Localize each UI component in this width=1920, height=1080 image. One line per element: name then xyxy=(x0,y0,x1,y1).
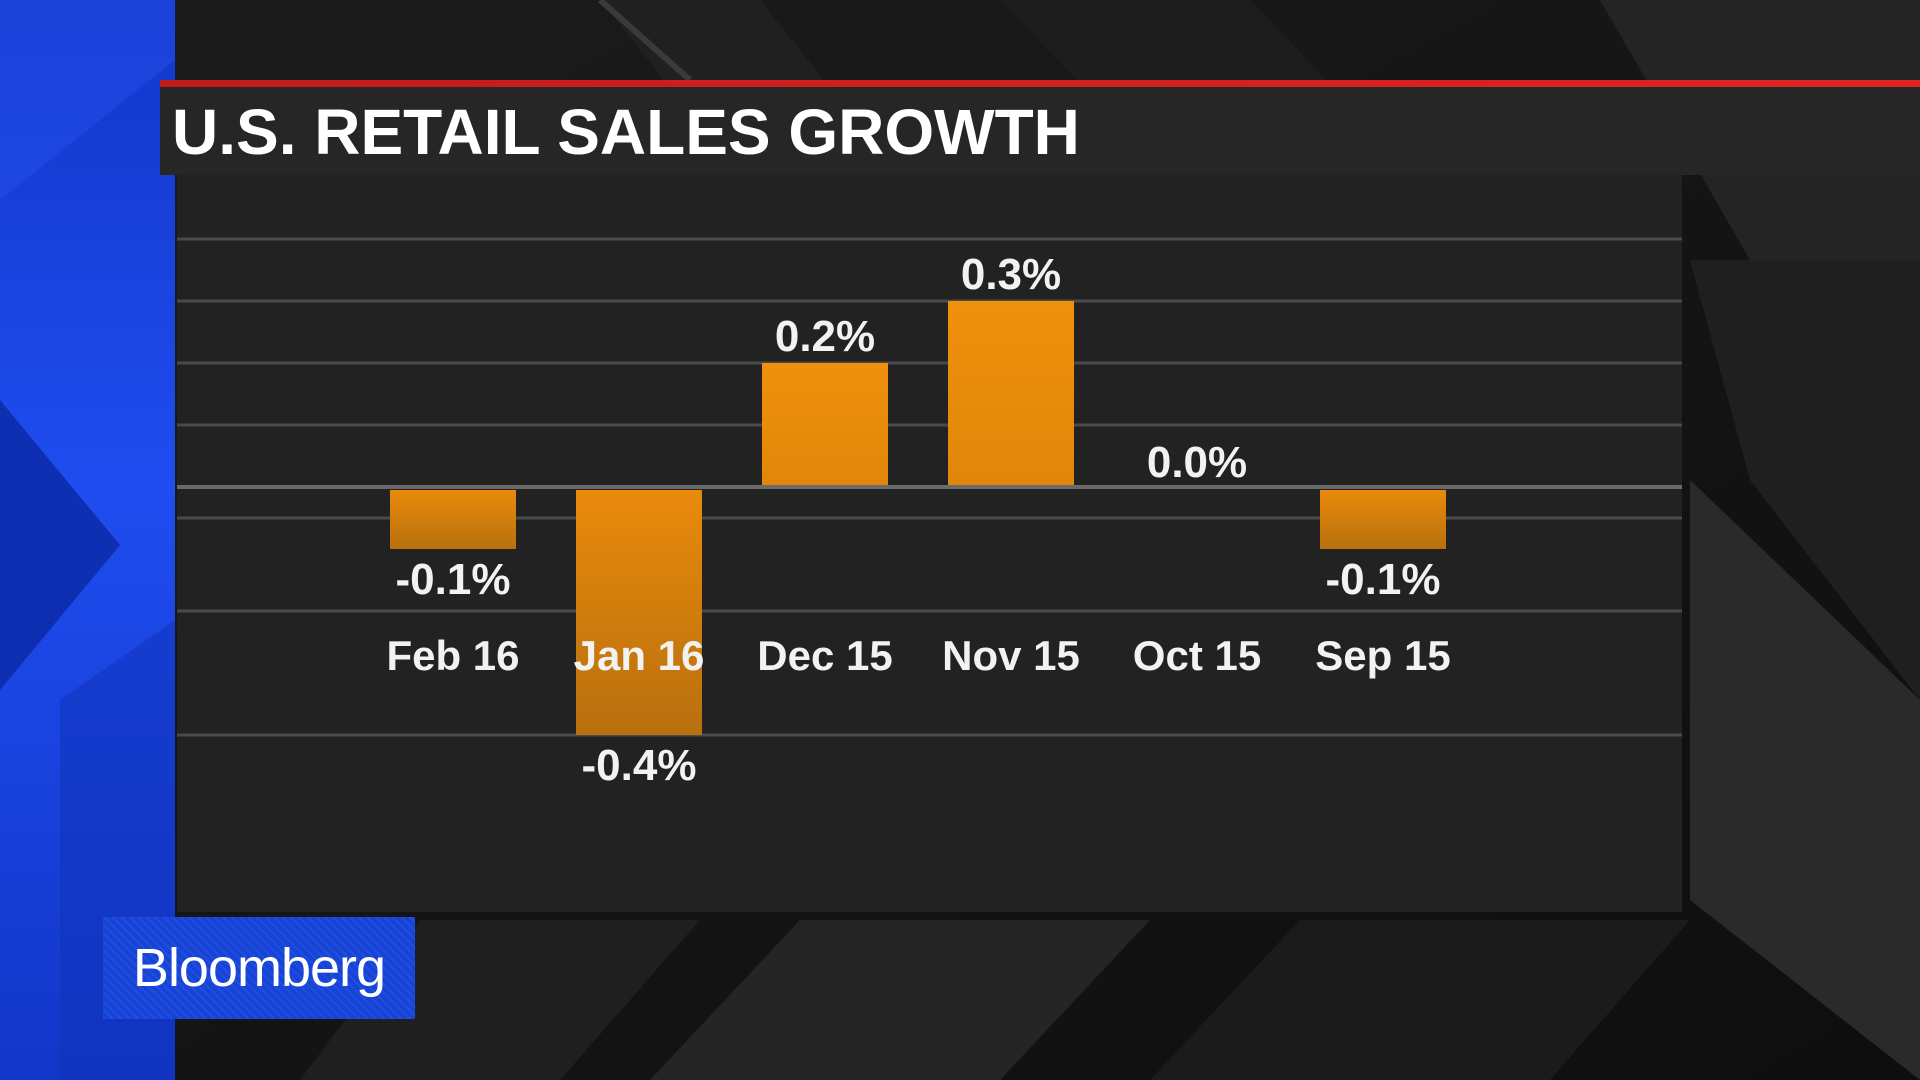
category-label: Jan 16 xyxy=(574,632,705,679)
title-bar xyxy=(160,87,1920,175)
bar-feb-16 xyxy=(390,490,516,549)
bar-nov-15 xyxy=(948,301,1074,485)
value-labels: -0.1% -0.4% 0.2% 0.3% 0.0% -0.1% xyxy=(396,250,1441,790)
bars xyxy=(390,301,1446,735)
chart-panel: -0.1% -0.4% 0.2% 0.3% 0.0% -0.1% Feb 16 Jan 16… xyxy=(177,175,1682,912)
bar-sep-15 xyxy=(1320,490,1446,549)
category-label: Dec 15 xyxy=(757,632,892,679)
category-label: Feb 16 xyxy=(386,632,519,679)
value-label: -0.1% xyxy=(1326,555,1441,604)
title-accent-rule xyxy=(160,80,1920,87)
bar-chart: -0.1% -0.4% 0.2% 0.3% 0.0% -0.1% Feb 16 Jan 16… xyxy=(177,237,1682,790)
value-label: 0.0% xyxy=(1147,438,1247,487)
category-label: Nov 15 xyxy=(942,632,1080,679)
bar-dec-15 xyxy=(762,363,888,485)
logo-text: Bloomberg xyxy=(132,938,386,998)
value-label: -0.1% xyxy=(396,555,511,604)
chart-title: U.S. RETAIL SALES GROWTH xyxy=(172,96,1080,168)
value-label: 0.2% xyxy=(775,312,875,361)
value-label: -0.4% xyxy=(582,741,697,790)
category-label: Oct 15 xyxy=(1133,632,1261,679)
category-labels: Feb 16 Jan 16 Dec 15 Nov 15 Oct 15 Sep 15 xyxy=(386,632,1450,679)
bloomberg-logo: Bloomberg xyxy=(103,917,415,1019)
category-label: Sep 15 xyxy=(1315,632,1450,679)
bar-jan-16 xyxy=(576,490,702,735)
value-label: 0.3% xyxy=(961,250,1061,299)
